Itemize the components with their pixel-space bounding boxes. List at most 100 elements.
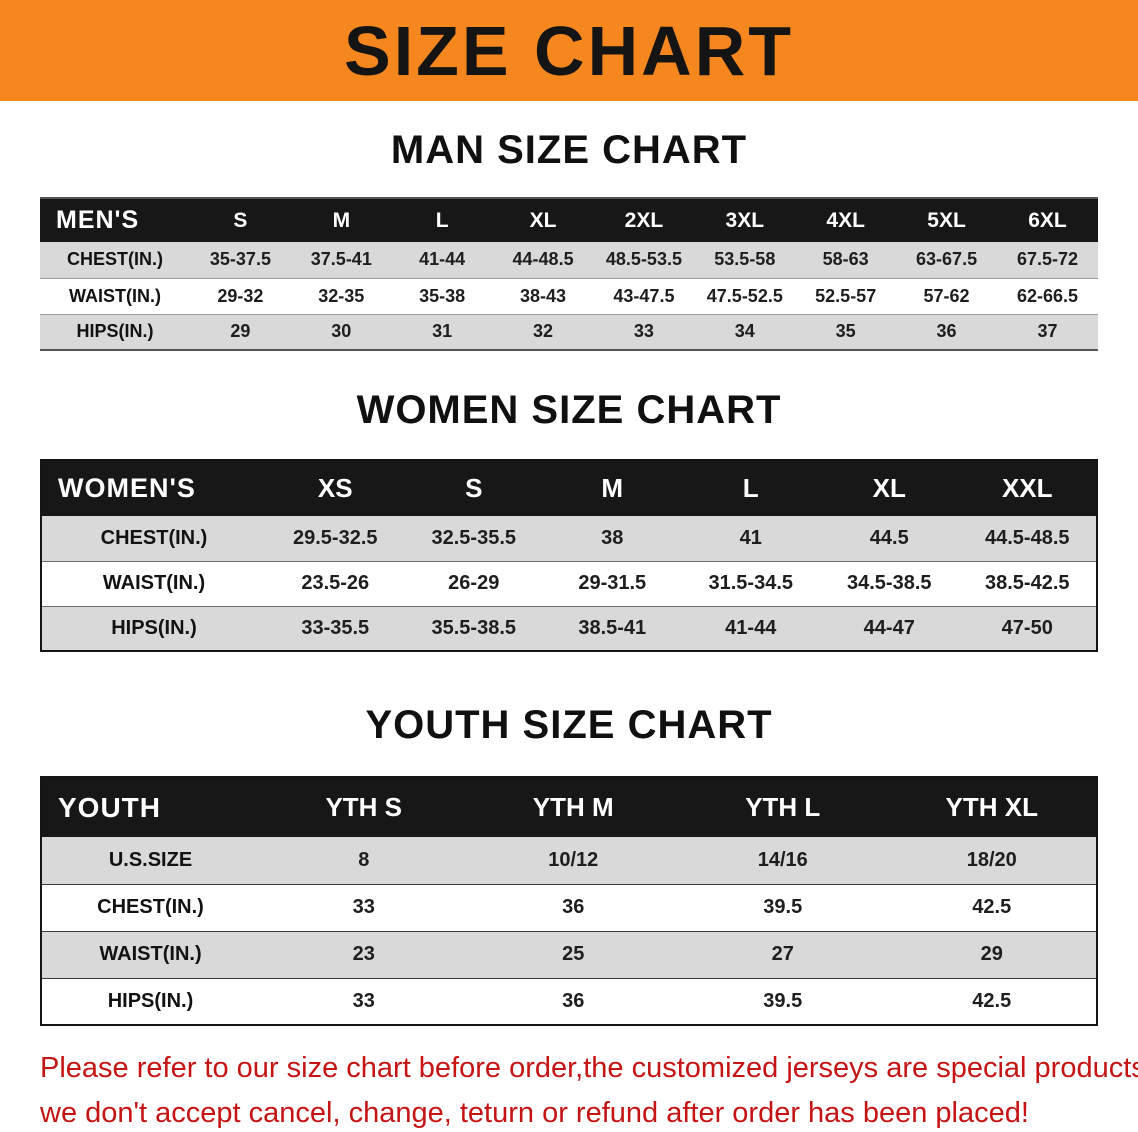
header-row: WOMEN'S XS S M L XL XXL <box>41 460 1097 516</box>
size-value-cell: 42.5 <box>887 884 1097 932</box>
size-value-cell: 35-38 <box>391 278 493 315</box>
table-row: HIPS(IN.) 33 36 39.5 42.5 <box>41 978 1097 1026</box>
size-header-cell: XL <box>492 198 594 242</box>
size-value-cell: 52.5-57 <box>795 278 897 315</box>
table-row: U.S.SIZE 8 10/12 14/16 18/20 <box>41 837 1097 885</box>
size-value-cell: 29-32 <box>190 278 291 315</box>
measurement-label-cell: CHEST(IN.) <box>41 884 259 932</box>
measurement-label-cell: WAIST(IN.) <box>40 278 190 315</box>
size-header-cell: L <box>681 460 820 516</box>
size-value-cell: 37.5-41 <box>290 242 392 279</box>
size-value-cell: 36 <box>896 314 997 351</box>
title-banner: SIZE CHART <box>0 0 1138 101</box>
size-value-cell: 67.5-72 <box>997 242 1098 279</box>
size-value-cell: 33 <box>593 314 695 351</box>
size-value-cell: 23.5-26 <box>266 561 405 607</box>
size-value-cell: 18/20 <box>887 837 1097 885</box>
men-size-section: MAN SIZE CHART MEN'S S M L XL 2XL 3XL 4XL 5XL 6XL… <box>0 127 1138 351</box>
measurement-label-cell: CHEST(IN.) <box>41 516 266 562</box>
size-header-cell: YTH S <box>259 777 469 837</box>
size-value-cell: 48.5-53.5 <box>593 242 695 279</box>
measurement-label-cell: HIPS(IN.) <box>41 606 266 652</box>
size-value-cell: 47-50 <box>958 606 1097 652</box>
size-value-cell: 57-62 <box>896 278 997 315</box>
size-value-cell: 47.5-52.5 <box>694 278 796 315</box>
table-row: HIPS(IN.) 33-35.5 35.5-38.5 38.5-41 41-44 44-… <box>41 606 1097 652</box>
measurement-label-cell: WAIST(IN.) <box>41 561 266 607</box>
size-header-cell: XS <box>266 460 405 516</box>
size-header-cell: XXL <box>958 460 1097 516</box>
size-header-cell: S <box>190 198 291 242</box>
size-header-cell: XL <box>820 460 959 516</box>
size-value-cell: 25 <box>468 931 678 979</box>
size-value-cell: 32.5-35.5 <box>404 516 543 562</box>
size-value-cell: 38-43 <box>492 278 594 315</box>
size-value-cell: 35 <box>795 314 897 351</box>
size-value-cell: 58-63 <box>795 242 897 279</box>
size-header-cell: YTH L <box>678 777 888 837</box>
women-section-heading: WOMEN SIZE CHART <box>356 388 782 432</box>
table-row: CHEST(IN.) 35-37.5 37.5-41 41-44 44-48.5 48.5… <box>40 242 1098 279</box>
size-value-cell: 41-44 <box>391 242 493 279</box>
size-header-cell: M <box>543 460 682 516</box>
men-section-heading: MAN SIZE CHART <box>390 128 748 172</box>
size-header-cell: 5XL <box>896 198 997 242</box>
size-header-cell: 6XL <box>997 198 1098 242</box>
youth-size-table: YOUTH YTH S YTH M YTH L YTH XL U.S.SIZE 8 10/12… <box>40 776 1098 1026</box>
size-value-cell: 63-67.5 <box>896 242 997 279</box>
table-title-cell: YOUTH <box>41 777 259 837</box>
size-value-cell: 31 <box>391 314 493 351</box>
notice-line-2: we don't accept cancel, change, teturn o… <box>40 1097 1029 1129</box>
size-header-cell: 2XL <box>593 198 695 242</box>
size-value-cell: 53.5-58 <box>694 242 796 279</box>
size-value-cell: 44.5 <box>820 516 959 562</box>
header-row: YOUTH YTH S YTH M YTH L YTH XL <box>41 777 1097 837</box>
size-header-cell: YTH XL <box>887 777 1097 837</box>
size-value-cell: 32-35 <box>290 278 392 315</box>
size-value-cell: 31.5-34.5 <box>681 561 820 607</box>
youth-size-section: YOUTH SIZE CHART YOUTH YTH S YTH M YTH L YTH… <box>0 702 1138 1026</box>
size-value-cell: 33-35.5 <box>266 606 405 652</box>
size-value-cell: 29-31.5 <box>543 561 682 607</box>
measurement-label-cell: WAIST(IN.) <box>41 931 259 979</box>
size-value-cell: 32 <box>492 314 594 351</box>
size-value-cell: 29.5-32.5 <box>266 516 405 562</box>
measurement-label-cell: HIPS(IN.) <box>41 978 259 1026</box>
size-header-cell: 3XL <box>694 198 796 242</box>
size-value-cell: 29 <box>190 314 291 351</box>
size-value-cell: 41-44 <box>681 606 820 652</box>
table-title-cell: WOMEN'S <box>41 460 266 516</box>
size-value-cell: 34 <box>694 314 796 351</box>
size-header-cell: S <box>404 460 543 516</box>
size-value-cell: 44-47 <box>820 606 959 652</box>
women-size-section: WOMEN SIZE CHART WOMEN'S XS S M L XL XXL CHEST(… <box>0 387 1138 652</box>
size-value-cell: 44.5-48.5 <box>958 516 1097 562</box>
size-header-cell: L <box>391 198 493 242</box>
size-value-cell: 39.5 <box>678 978 888 1026</box>
size-value-cell: 8 <box>259 837 469 885</box>
size-value-cell: 35-37.5 <box>190 242 291 279</box>
table-row: WAIST(IN.) 23.5-26 26-29 29-31.5 31.5-34.5 34… <box>41 561 1097 607</box>
table-title-cell: MEN'S <box>40 198 190 242</box>
size-value-cell: 33 <box>259 978 469 1026</box>
size-value-cell: 23 <box>259 931 469 979</box>
size-value-cell: 37 <box>997 314 1098 351</box>
size-value-cell: 42.5 <box>887 978 1097 1026</box>
page-title: SIZE CHART <box>344 11 794 90</box>
header-row: MEN'S S M L XL 2XL 3XL 4XL 5XL 6XL <box>40 198 1098 242</box>
size-header-cell: 4XL <box>795 198 897 242</box>
size-header-cell: YTH M <box>468 777 678 837</box>
size-value-cell: 36 <box>468 884 678 932</box>
measurement-label-cell: U.S.SIZE <box>41 837 259 885</box>
size-header-cell: M <box>290 198 392 242</box>
order-notice: Please refer to our size chart before or… <box>0 1046 1138 1132</box>
size-value-cell: 14/16 <box>678 837 888 885</box>
size-value-cell: 35.5-38.5 <box>404 606 543 652</box>
size-value-cell: 10/12 <box>468 837 678 885</box>
table-row: WAIST(IN.) 29-32 32-35 35-38 38-43 43-47.5 47.… <box>40 278 1098 315</box>
size-value-cell: 33 <box>259 884 469 932</box>
size-value-cell: 44-48.5 <box>492 242 594 279</box>
size-value-cell: 38 <box>543 516 682 562</box>
table-row: WAIST(IN.) 23 25 27 29 <box>41 931 1097 979</box>
